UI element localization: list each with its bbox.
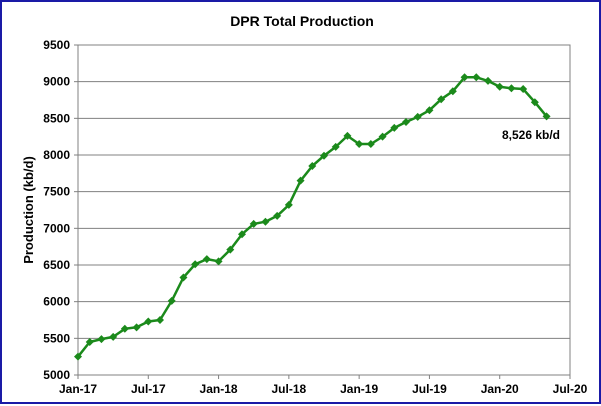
y-tick-label: 8000 [43, 148, 70, 162]
x-tick-label: Jul-18 [272, 382, 307, 396]
y-axis-label: Production (kb/d) [21, 156, 36, 264]
data-point [74, 352, 82, 361]
data-point [495, 82, 504, 91]
data-point [530, 98, 539, 107]
x-tick-label: Jan-18 [200, 382, 238, 396]
data-point [343, 131, 352, 140]
data-point [448, 87, 457, 96]
x-axis-ticks: Jan-17 Jul-17 Jan-18 Jul-18 Jan-19 Jul-19 Jan-… [59, 375, 588, 396]
data-point [238, 230, 246, 239]
last-value-annotation: 8,526 kb/d [502, 128, 560, 142]
data-point [214, 257, 223, 266]
data-point [273, 211, 282, 220]
y-tick-label: 7500 [43, 185, 70, 199]
data-point [191, 260, 200, 269]
data-point [507, 84, 516, 93]
data-point [85, 338, 94, 346]
x-tick-label: Jan-19 [340, 382, 378, 396]
data-point [132, 323, 141, 332]
data-markers [74, 73, 551, 361]
data-point [296, 176, 305, 185]
data-point [402, 118, 410, 126]
data-point [120, 324, 129, 333]
y-tick-label: 9500 [43, 38, 70, 52]
x-tick-label: Jan-17 [59, 382, 97, 396]
data-point [226, 245, 235, 254]
x-tick-label: Jul-17 [131, 382, 166, 396]
y-tick-label: 8500 [43, 111, 70, 125]
data-point [284, 200, 293, 209]
data-point [179, 273, 188, 282]
y-tick-label: 6500 [43, 258, 70, 272]
data-point [519, 85, 528, 93]
data-point [425, 106, 434, 115]
x-tick-label: Jul-20 [553, 382, 588, 396]
data-point [167, 296, 176, 305]
data-point [460, 73, 469, 82]
data-point [249, 219, 258, 228]
data-point [366, 140, 375, 148]
data-point [320, 151, 328, 160]
y-tick-label: 6000 [43, 295, 70, 309]
plot-area [77, 44, 571, 376]
data-point [437, 95, 446, 104]
data-point [484, 76, 492, 85]
data-point [542, 112, 551, 121]
data-point [331, 142, 340, 151]
data-point [413, 112, 422, 121]
data-point [355, 140, 364, 148]
data-point [156, 316, 164, 324]
data-point [472, 73, 481, 82]
data-point [97, 335, 106, 344]
chart-title: DPR Total Production [230, 13, 374, 29]
x-tick-label: Jan-20 [481, 382, 519, 396]
data-point [261, 217, 270, 226]
series-line [77, 76, 548, 358]
y-tick-label: 7000 [43, 221, 70, 235]
data-point [109, 332, 118, 341]
y-tick-label: 5000 [43, 368, 70, 382]
data-point [378, 132, 387, 141]
y-tick-label: 9000 [43, 75, 70, 89]
y-axis-ticks: 5000 5500 6000 6500 7000 7500 8000 8500 9000 9500 [43, 38, 78, 382]
x-tick-label: Jul-19 [412, 382, 447, 396]
data-point [390, 123, 399, 132]
data-point [144, 317, 153, 326]
data-point [308, 162, 317, 170]
data-point [202, 255, 211, 264]
y-tick-label: 5500 [43, 331, 70, 345]
gridlines [78, 44, 570, 376]
